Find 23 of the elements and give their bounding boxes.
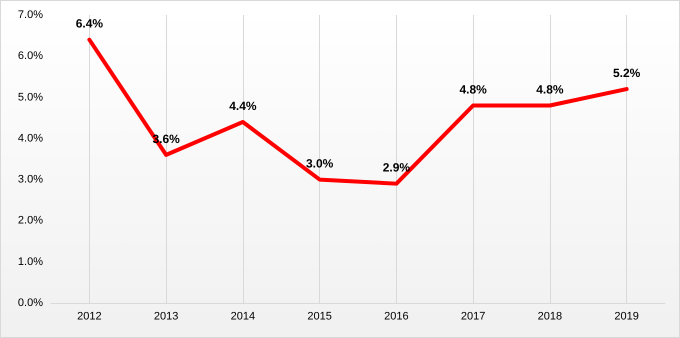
x-tick-label: 2016 <box>384 310 409 322</box>
data-label: 4.8% <box>459 82 488 97</box>
data-label: 4.4% <box>229 98 257 113</box>
x-tick-label: 2013 <box>154 310 178 322</box>
y-tick-label: 6.0% <box>18 50 44 62</box>
data-label: 5.2% <box>612 66 641 80</box>
y-tick-label: 3.0% <box>18 174 44 186</box>
data-label: 6.4% <box>76 16 104 31</box>
y-tick-label: 0.0% <box>18 297 44 309</box>
y-tick-label: 7.0% <box>18 9 44 21</box>
data-label: 3.0% <box>306 156 334 171</box>
y-tick-label: 4.0% <box>18 132 44 144</box>
x-tick-label: 2018 <box>538 310 562 322</box>
y-tick-label: 5.0% <box>18 91 44 104</box>
y-tick-label: 2.0% <box>18 214 44 227</box>
data-label: 4.8% <box>536 82 564 97</box>
x-tick-label: 2019 <box>614 310 639 322</box>
data-label: 2.9% <box>382 160 410 175</box>
x-tick-label: 2012 <box>77 310 102 322</box>
x-tick-label: 2017 <box>460 310 486 322</box>
x-tick-label: 2015 <box>307 310 332 322</box>
x-tick-label: 2014 <box>230 310 256 322</box>
y-tick-label: 1.0% <box>18 256 44 268</box>
